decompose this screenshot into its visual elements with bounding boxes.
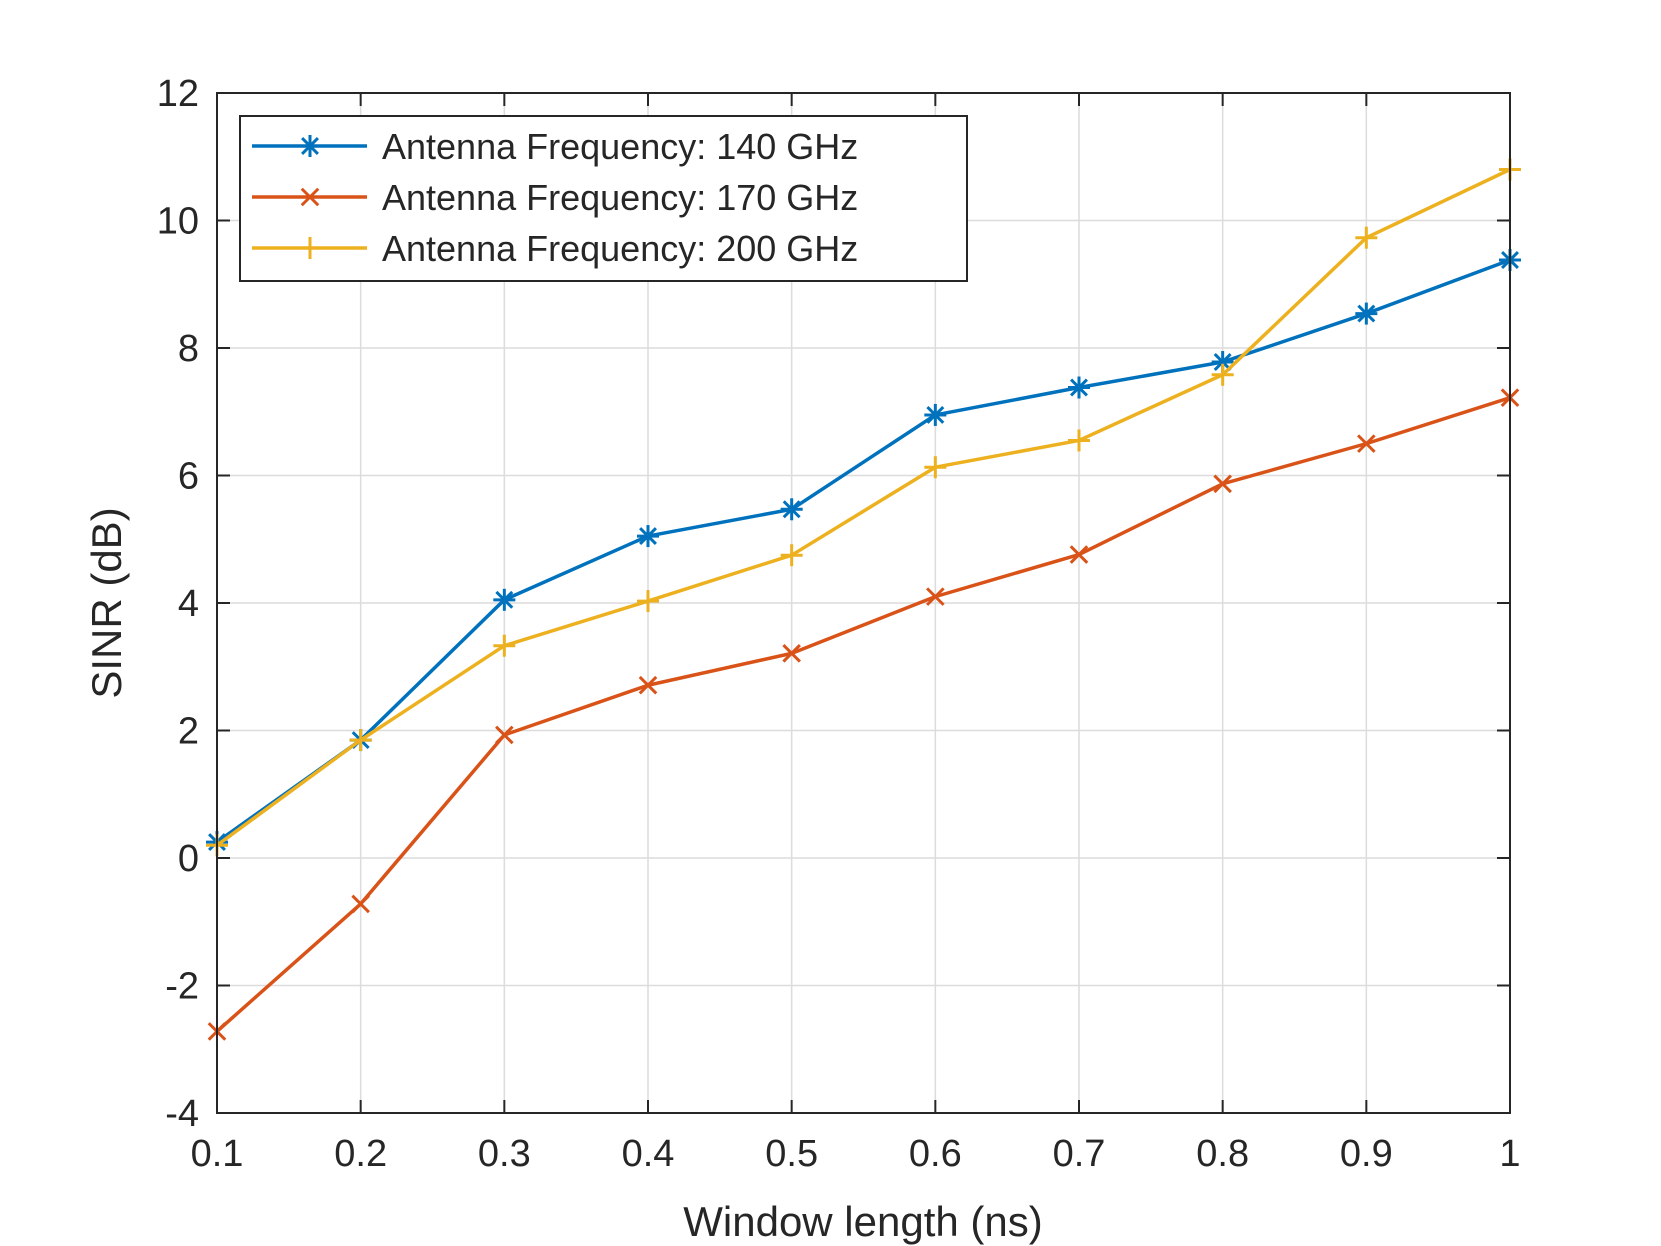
- series-x: [209, 389, 1519, 1039]
- x-tick-label: 0.3: [478, 1133, 531, 1175]
- data-point-marker: [781, 544, 803, 566]
- x-axis-title: Window length (ns): [683, 1198, 1042, 1245]
- data-point-marker: [493, 589, 515, 611]
- y-tick-label: 0: [178, 838, 199, 880]
- line-chart: 0.1 0.2 0.3 0.4 0.5 0.6 0.7 0.8 0.9 1 -4 -2 0 2 4 6 8 10 1…: [0, 0, 1661, 1246]
- y-tick-label: 4: [178, 583, 199, 625]
- y-tick-label: 12: [157, 73, 199, 115]
- data-point-marker: [924, 404, 946, 426]
- x-tick-label: 0.1: [191, 1133, 244, 1175]
- legend: Antenna Frequency: 140 GHz Antenna Freque…: [240, 116, 967, 281]
- series-line: [217, 398, 1510, 1032]
- x-tick-label: 1: [1499, 1133, 1520, 1175]
- data-point-marker: [637, 590, 659, 612]
- data-point-marker: [299, 135, 321, 157]
- x-tick-label: 0.5: [765, 1133, 818, 1175]
- legend-label: Antenna Frequency: 140 GHz: [382, 126, 858, 167]
- x-tick-label: 0.8: [1196, 1133, 1249, 1175]
- legend-label: Antenna Frequency: 200 GHz: [382, 228, 858, 269]
- y-tick-label: 10: [157, 201, 199, 243]
- data-point-marker: [1355, 303, 1377, 325]
- y-tick-label: -2: [165, 966, 199, 1008]
- data-point-marker: [1068, 377, 1090, 399]
- y-tick-label: 2: [178, 711, 199, 753]
- data-point-marker: [781, 498, 803, 520]
- x-tick-label: 0.6: [909, 1133, 962, 1175]
- y-tick-label: -4: [165, 1093, 199, 1135]
- y-axis-title: SINR (dB): [83, 507, 130, 698]
- legend-label: Antenna Frequency: 170 GHz: [382, 177, 858, 218]
- y-tick-label: 6: [178, 456, 199, 498]
- x-tick-label: 0.9: [1340, 1133, 1393, 1175]
- data-point-marker: [637, 525, 659, 547]
- data-point-marker: [493, 635, 515, 657]
- x-tick-label: 0.7: [1053, 1133, 1106, 1175]
- series-asterisk: [206, 249, 1521, 853]
- x-tick-label: 0.2: [334, 1133, 387, 1175]
- series-group: [206, 159, 1521, 1040]
- x-tick-label: 0.4: [622, 1133, 675, 1175]
- y-tick-label: 8: [178, 328, 199, 370]
- data-point-marker: [1068, 429, 1090, 451]
